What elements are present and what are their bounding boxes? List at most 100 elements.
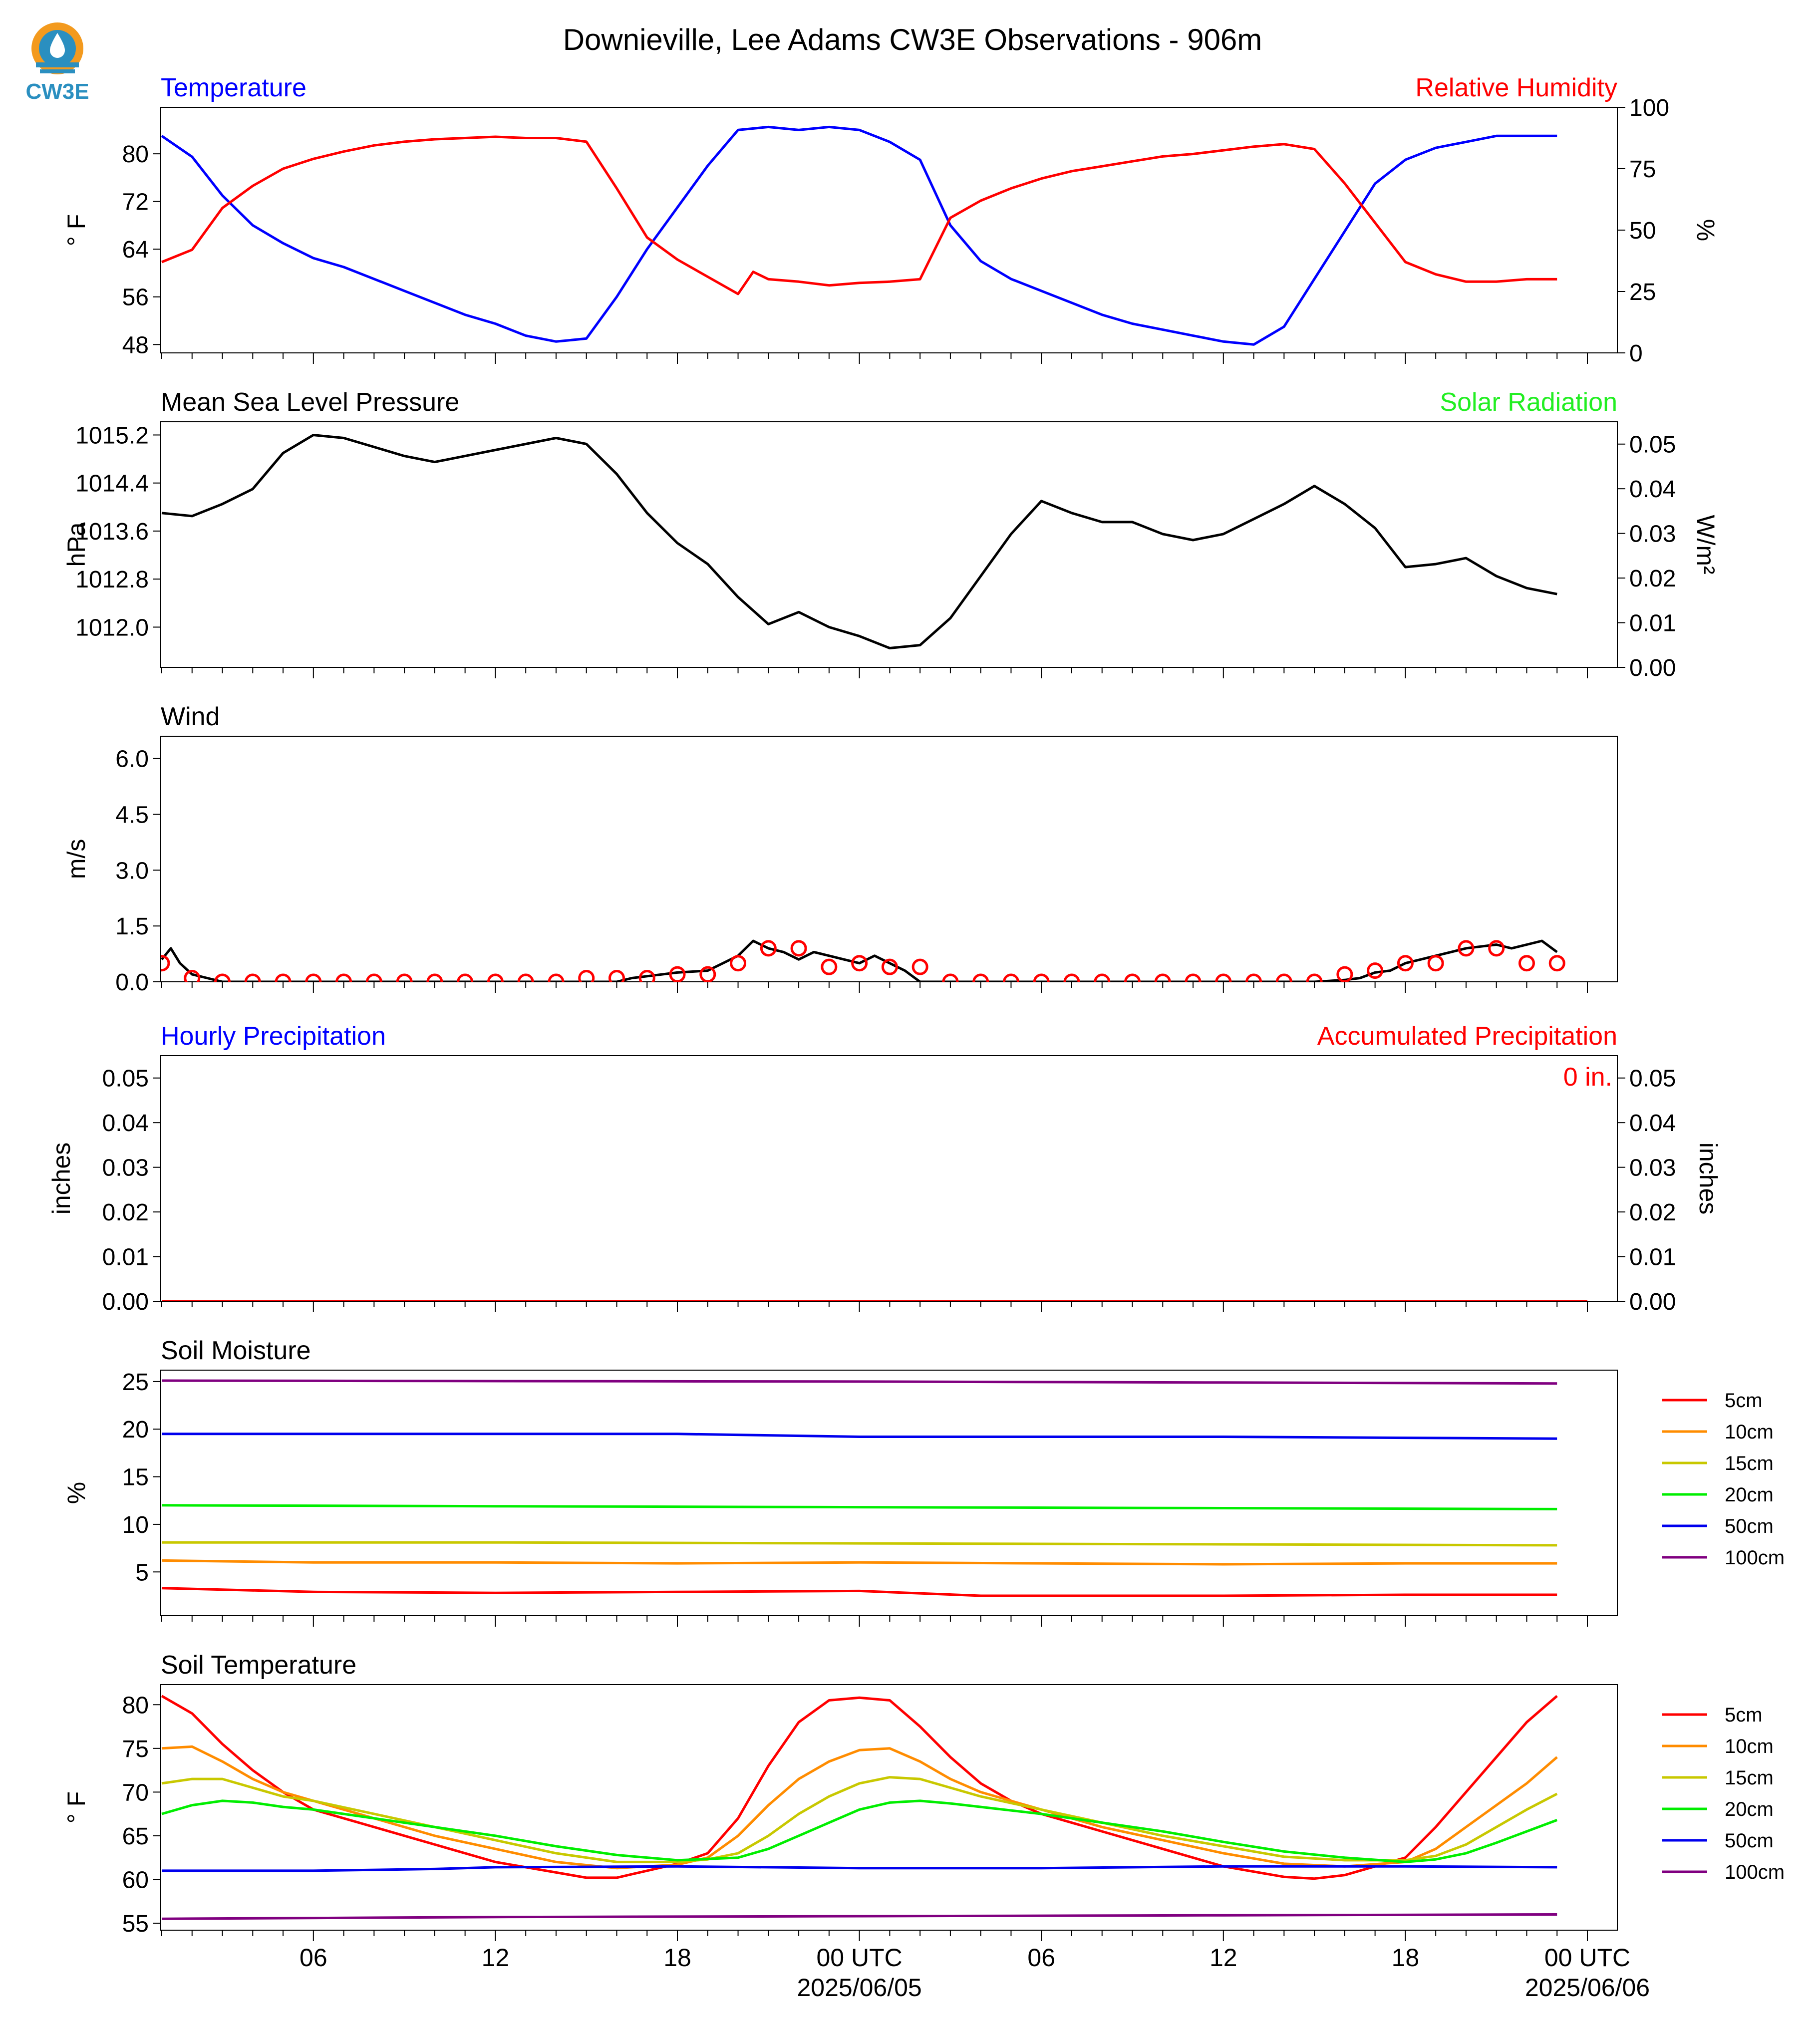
y-tick-label-right: 100 [1629,95,1669,121]
y-tick-label-right: 75 [1629,156,1656,183]
y-axis-label-left: ° F [62,1791,90,1823]
y-axis-label-right: inches [1694,1143,1722,1215]
gust-marker [760,940,777,957]
logo-wave [36,62,79,67]
chart-title: Downieville, Lee Adams CW3E Observations… [563,23,1262,56]
gust-marker [1002,973,1019,982]
gust-marker [1275,973,1292,982]
y-axis-label-left: % [62,1482,90,1504]
y-axis-label-right: W/m² [1692,515,1720,574]
series-line-15cm [161,1776,1558,1863]
gust-marker [578,970,595,982]
gust-marker [1154,973,1171,982]
panel-title-left: Wind [161,702,220,731]
x-tick-label: 18 [1392,1944,1420,1972]
y-tick-label-left: 3.0 [115,858,149,884]
x-date-label: 2025/06/05 [797,1974,921,2002]
gust-marker [1488,940,1505,957]
gust-marker [972,973,989,982]
panel-temperature-humidity: Temperature Relative Humidity 48 56 64 72 80 0 2… [62,73,1720,367]
y-tick-label-right: 0.03 [1629,1155,1676,1181]
gust-marker [457,973,474,982]
y-tick-label-left: 20 [122,1417,149,1443]
x-tick-label: 12 [1210,1944,1237,1972]
series-line-speed [161,939,1558,982]
gust-marker [851,955,868,972]
y-tick-label-left: 6.0 [115,746,149,773]
y-tick-label-left: 60 [122,1867,149,1893]
y-tick-label-left: 0.04 [102,1110,149,1137]
y-tick-label-left: 72 [122,189,149,216]
y-tick-label-left: 1015.2 [75,422,149,449]
series-line-50cm [162,1433,1557,1440]
y-tick-label-left: 56 [122,285,149,311]
panel-soil-moisture: Soil Moisture 5 10 15 20 25% 5cm 10cm 15cm 20cm 50… [62,1336,1785,1627]
plot-frame [160,1055,1618,1302]
y-tick-label-right: 0.01 [1629,1244,1676,1271]
y-tick-label-right: 0.01 [1629,610,1676,637]
x-tick-label: 06 [1027,1944,1055,1972]
panel-title-right: Accumulated Precipitation [1317,1022,1617,1051]
legend-label: 15cm [1725,1767,1774,1789]
y-tick-label-right: 25 [1629,279,1656,305]
y-tick-label-left: 80 [122,1692,149,1719]
y-tick-label-right: 0.02 [1629,566,1676,592]
legend-label: 5cm [1725,1704,1763,1726]
series-line-10cm [161,1559,1557,1566]
series-line-100cm [161,1379,1557,1385]
gust-marker [244,973,261,982]
y-tick-label-right: 0.05 [1629,1066,1676,1092]
y-tick-label-left: 1012.0 [75,614,149,641]
y-tick-label-right: 50 [1629,218,1656,244]
gust-marker [1245,973,1262,982]
gust-marker [214,973,231,982]
y-axis-label-left: hPa [62,522,90,567]
panel-soil-temperature: Soil Temperature 55 60 65 70 75 80 ° F 5cm 10cm 15… [62,1651,1785,1941]
gust-marker [487,973,504,982]
legend-label: 20cm [1725,1484,1774,1506]
y-tick-label-left: 1012.8 [75,567,149,593]
series-line-15cm [162,1541,1557,1547]
precip-total-label: 0 in. [1563,1063,1612,1092]
y-axis-label-left: ° F [62,214,90,246]
panel-title-left: Mean Sea Level Pressure [161,388,459,417]
y-axis-label-left: inches [47,1143,75,1215]
series-line-10cm [161,1745,1558,1870]
gust-marker [942,973,959,982]
gust-marker [1033,973,1050,982]
panel-title-right: Relative Humidity [1415,73,1617,102]
gust-marker [1336,966,1353,982]
gust-marker [1427,955,1444,972]
y-axis-label-left: m/s [62,839,90,879]
gust-marker [669,966,686,982]
series-line-humidity [161,135,1557,295]
series-line-pressure [161,434,1557,649]
plot-frame [160,1684,1618,1931]
y-tick-label-left: 80 [122,141,149,168]
y-tick-label-left: 4.5 [115,802,149,829]
gust-marker [396,973,413,982]
gust-marker [1215,973,1232,982]
gust-marker [184,970,201,982]
y-tick-label-left: 0.00 [102,1289,149,1315]
gust-marker [1306,973,1323,982]
logo-water-drop-icon [50,33,65,58]
legend-label: 20cm [1725,1798,1774,1820]
y-tick-label-left: 5 [135,1559,149,1586]
y-tick-label-left: 48 [122,332,149,358]
gust-marker [548,973,565,982]
gust-marker [1548,955,1565,972]
gust-marker [1124,973,1141,982]
plot-frame [160,1370,1618,1616]
gust-marker [1397,955,1414,972]
series-line-5cm [161,1587,1557,1597]
legend-label: 15cm [1725,1452,1774,1474]
legend-label: 50cm [1725,1830,1774,1852]
y-axis-label-right: % [1692,219,1720,241]
legend-label: 100cm [1725,1547,1785,1569]
y-tick-label-left: 0.02 [102,1199,149,1226]
legend-label: 10cm [1725,1736,1774,1757]
y-tick-label-right: 0.02 [1629,1199,1676,1226]
panel-title-right: Solar Radiation [1440,388,1617,417]
